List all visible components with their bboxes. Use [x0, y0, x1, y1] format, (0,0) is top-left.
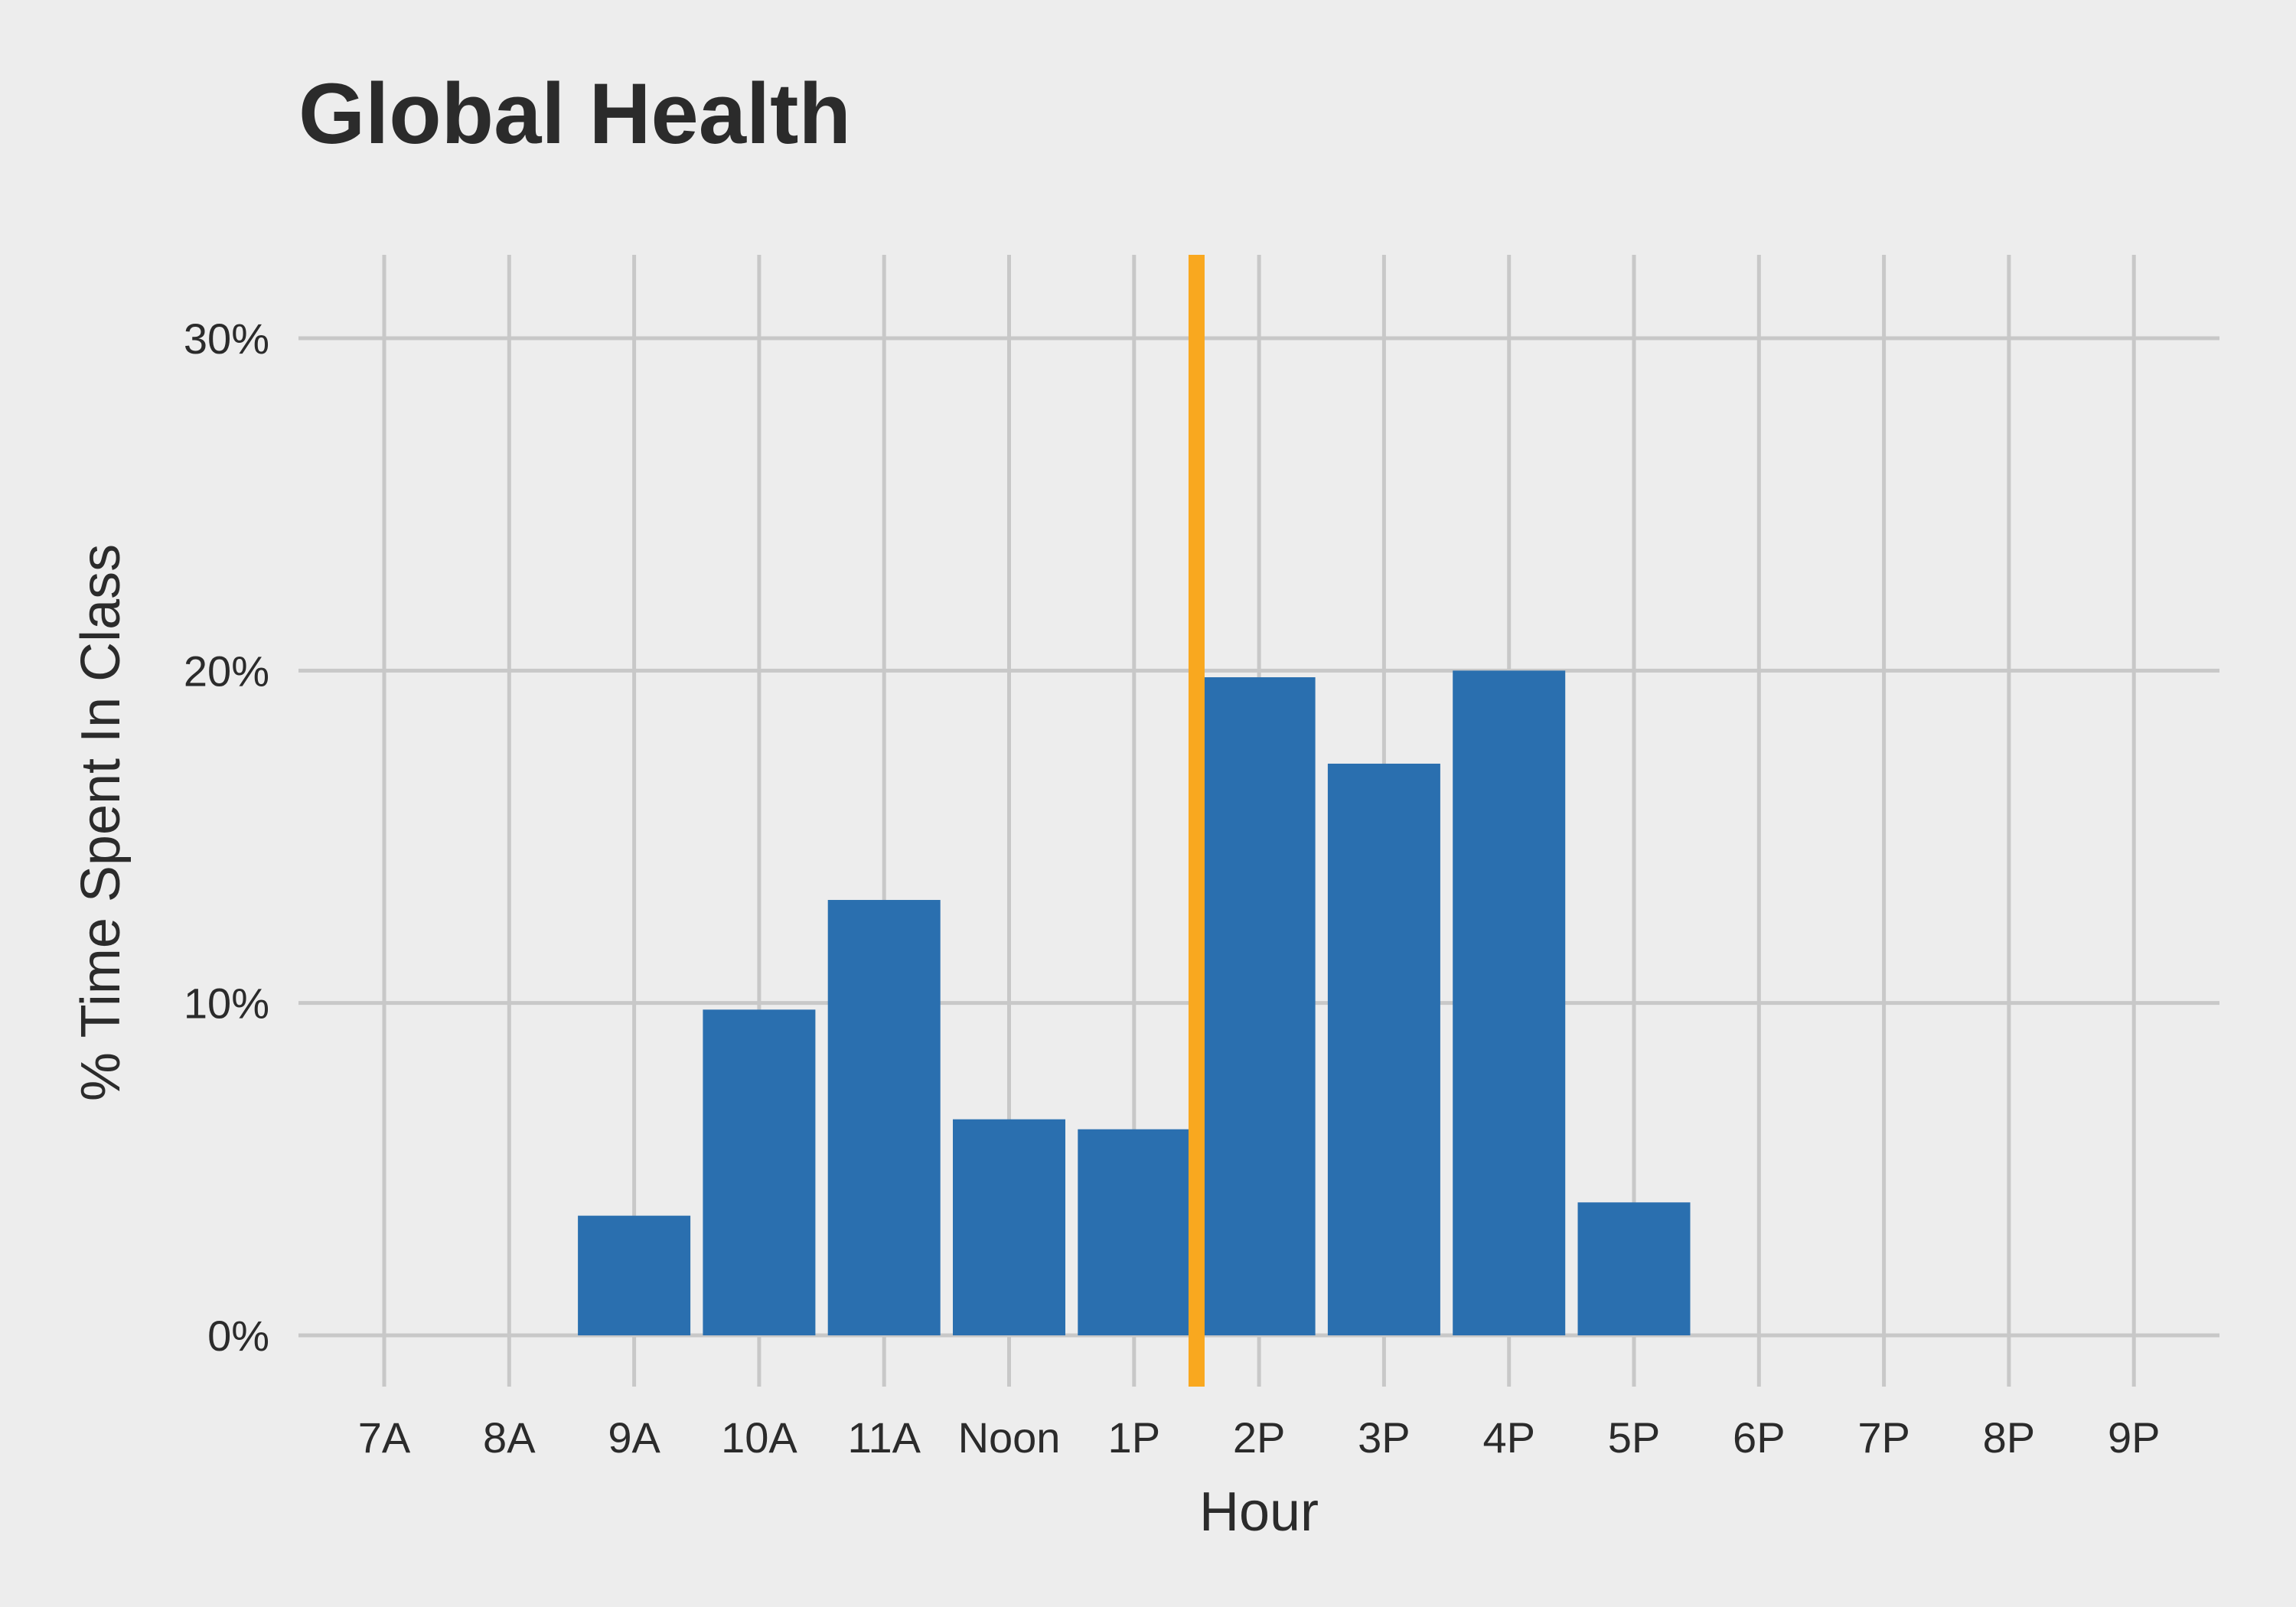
y-tick-label: 10% [184, 980, 269, 1028]
x-tick-label: 6P [1733, 1413, 1786, 1462]
x-tick-label: 9P [2108, 1413, 2161, 1462]
bar [827, 900, 941, 1335]
x-tick-label: 4P [1482, 1413, 1535, 1462]
x-tick-label: Noon [958, 1413, 1061, 1462]
bar [1327, 763, 1440, 1335]
bar [703, 1009, 816, 1335]
x-tick-label: 3P [1358, 1413, 1411, 1462]
x-tick-labels: 7A 8A 9A 10A 11A Noon 1P 2P 3P 4P 5P 6P 7P 8P 9P [358, 1413, 2161, 1462]
y-tick-labels: 0% 10% 20% 30% [184, 315, 269, 1360]
bar [953, 1119, 1065, 1335]
bar [1202, 677, 1316, 1335]
x-tick-label: 11A [847, 1413, 921, 1462]
x-tick-label: 7A [358, 1413, 411, 1462]
bar [1078, 1129, 1191, 1335]
x-tick-label: 9A [608, 1413, 660, 1462]
chart-title: Global Health [298, 66, 851, 161]
bar [1577, 1202, 1691, 1335]
y-axis-label: % Time Spent In Class [70, 544, 132, 1101]
bars [578, 670, 1691, 1335]
bar [578, 1215, 691, 1335]
y-tick-label: 30% [184, 315, 269, 363]
vertical-gridlines [382, 255, 2136, 1387]
x-axis-label: Hour [1199, 1482, 1319, 1543]
bar [1453, 670, 1566, 1335]
x-tick-label: 1P [1108, 1413, 1161, 1462]
x-tick-label: 7P [1857, 1413, 1910, 1462]
x-tick-label: 8P [1983, 1413, 2036, 1462]
x-tick-label: 8A [483, 1413, 536, 1462]
x-tick-label: 10A [721, 1413, 797, 1462]
y-tick-label: 20% [184, 647, 269, 695]
x-tick-label: 2P [1233, 1413, 1286, 1462]
y-tick-label: 0% [207, 1312, 269, 1360]
x-tick-label: 5P [1608, 1413, 1661, 1462]
